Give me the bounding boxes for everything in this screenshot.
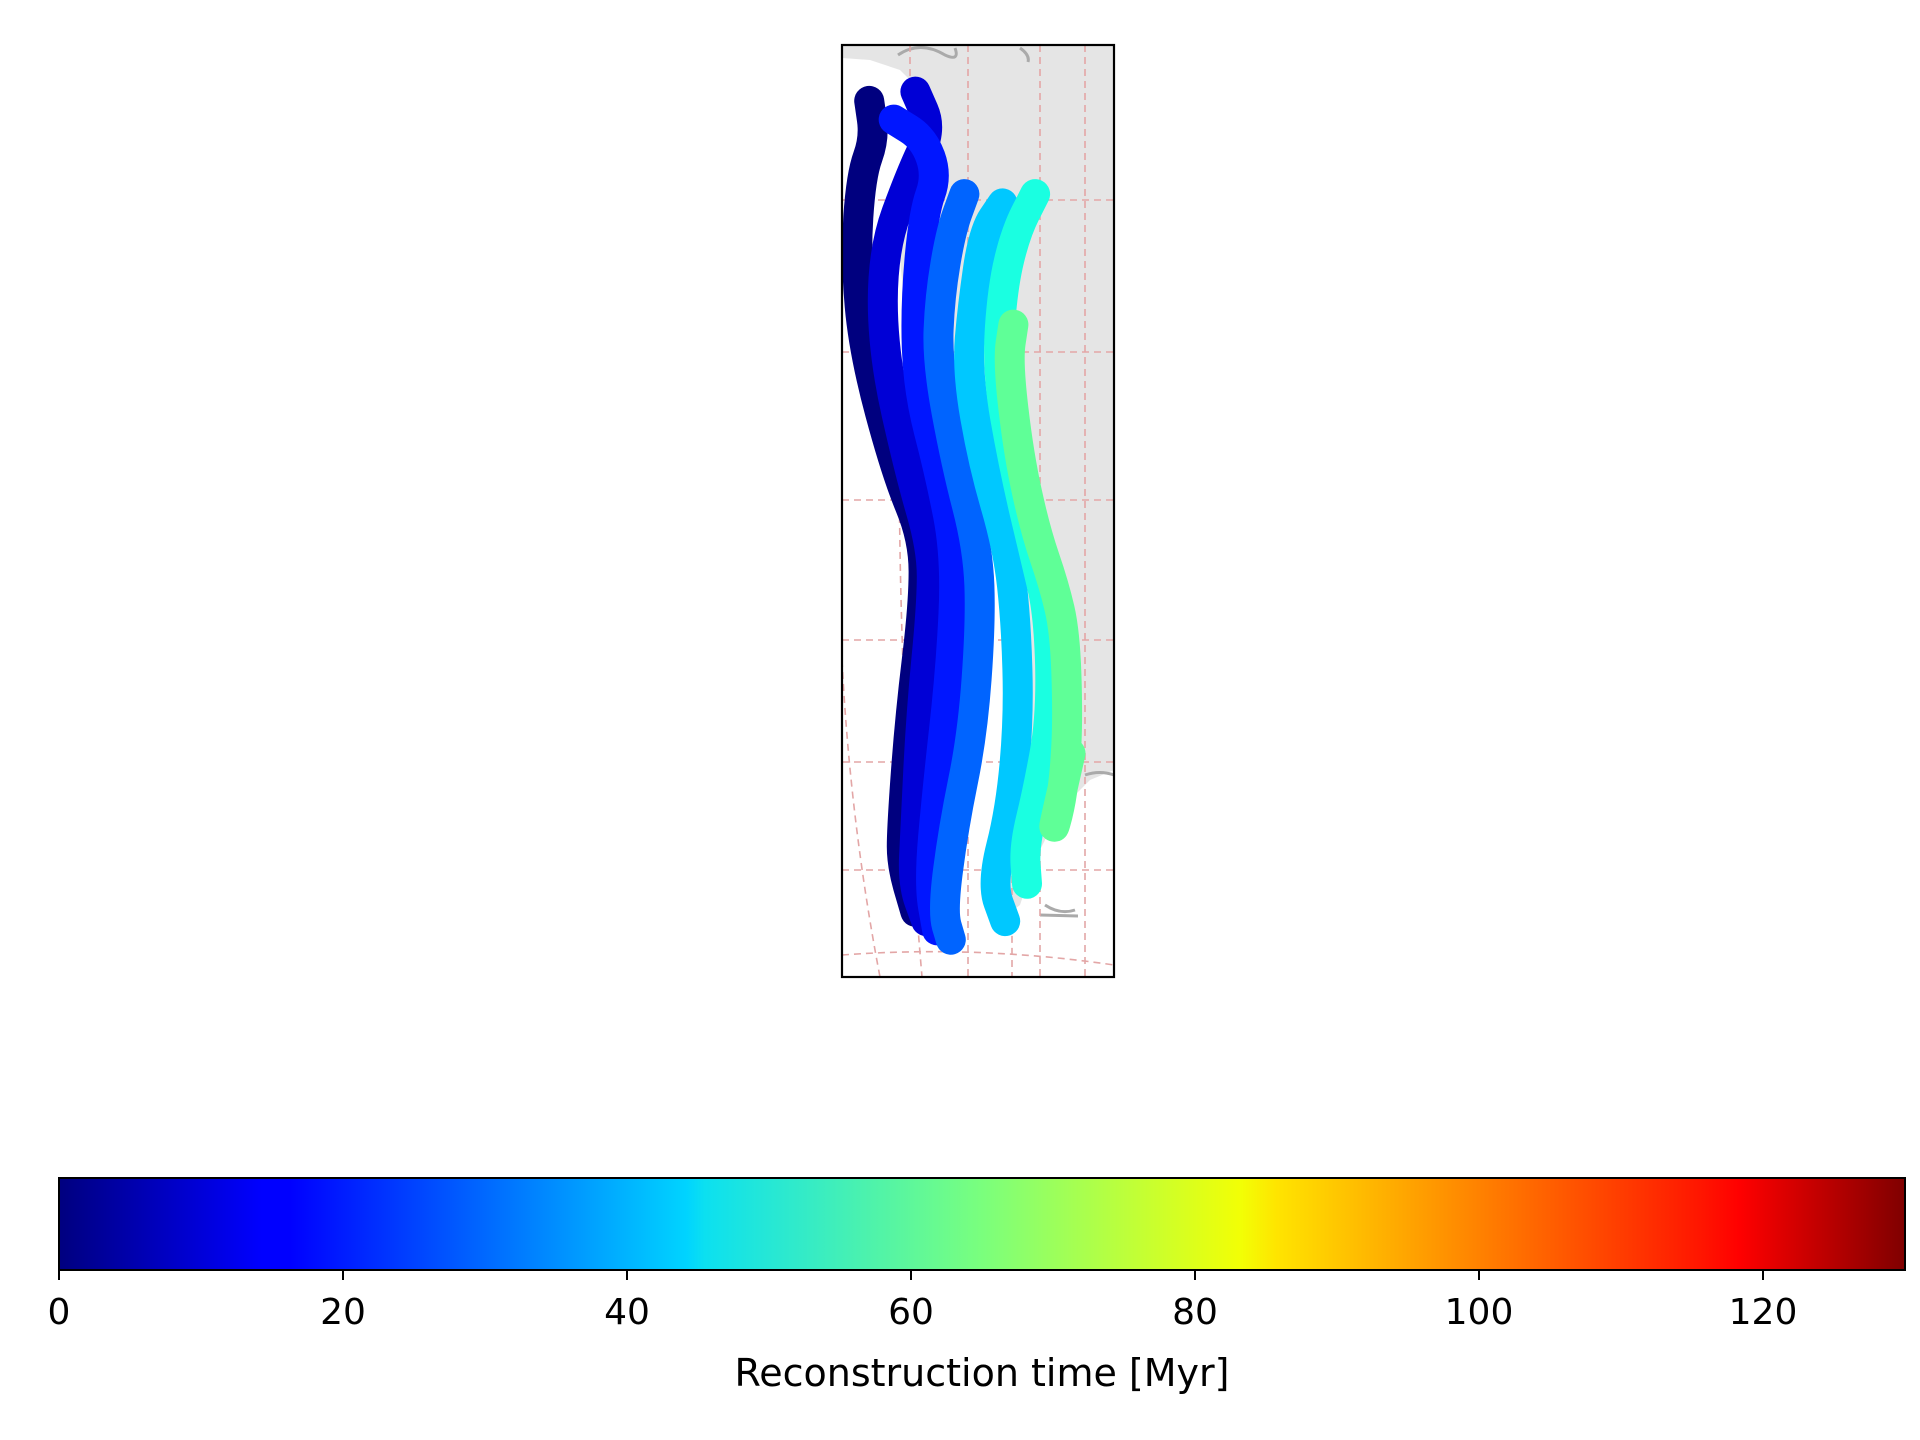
colorbar-tick-label: 0 [48, 1292, 71, 1333]
map-panel [842, 45, 1114, 977]
series-line-40 [954, 188, 1033, 937]
colorbar-tick-label: 120 [1729, 1292, 1798, 1333]
colorbar-tick-label: 20 [320, 1292, 366, 1333]
series-line-60 [994, 309, 1086, 842]
colorbar-ticks: 0 20 40 60 80 100 120 [48, 1270, 1798, 1333]
colorbar-label: Reconstruction time [Myr] [735, 1351, 1230, 1395]
series-line-30 [923, 179, 995, 955]
map-frame [840, 43, 1116, 979]
colorbar-tick-label: 100 [1445, 1292, 1514, 1333]
colorbar-tick-label: 80 [1172, 1292, 1218, 1333]
series-layer [842, 76, 1086, 955]
colorbar-tick-label: 40 [604, 1292, 650, 1333]
colorbar-tick-label: 60 [888, 1292, 934, 1333]
colorbar-frame [58, 1177, 1906, 1271]
coastline [897, 46, 1114, 918]
colorbar-fill [59, 1178, 1905, 1270]
series-line-20 [878, 104, 970, 946]
colorbar: 0 20 40 60 80 100 120 Reconstruction time [Myr… [48, 1177, 1906, 1395]
